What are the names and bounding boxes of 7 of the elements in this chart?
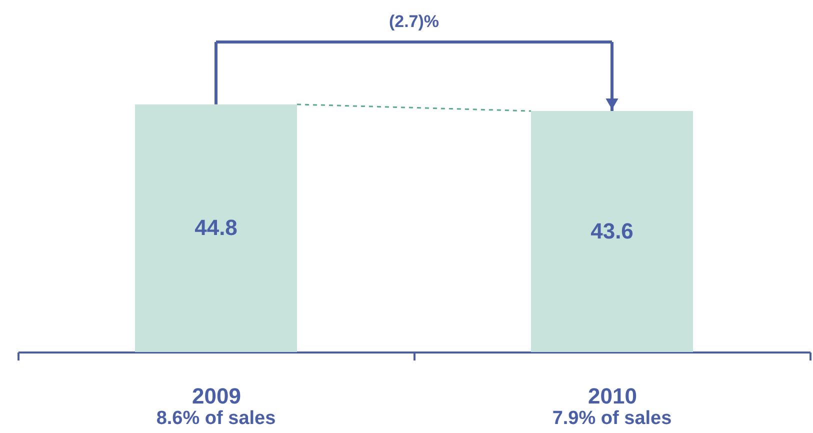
text: 7.9% of sales <box>552 408 672 429</box>
text: (2.7)% <box>388 12 440 31</box>
x-tick-label: 2009 <box>192 384 241 408</box>
data-label: 44.8 <box>194 215 238 240</box>
x-tick-label: 2010 <box>588 384 637 408</box>
text: 8.6% of sales <box>156 408 276 429</box>
data-label: 43.6 <box>590 218 634 244</box>
